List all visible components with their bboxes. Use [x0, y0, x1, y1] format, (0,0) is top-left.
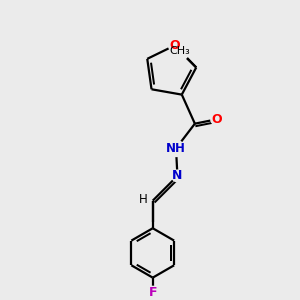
Text: CH₃: CH₃: [170, 46, 190, 56]
Text: F: F: [148, 286, 157, 299]
Text: O: O: [169, 39, 180, 52]
Circle shape: [168, 140, 184, 157]
Circle shape: [211, 113, 223, 125]
Text: N: N: [172, 169, 183, 182]
Circle shape: [172, 170, 183, 182]
Circle shape: [169, 39, 181, 52]
Circle shape: [172, 43, 189, 60]
Text: NH: NH: [166, 142, 186, 155]
Circle shape: [147, 286, 159, 298]
Circle shape: [138, 194, 149, 204]
Text: O: O: [211, 113, 222, 126]
Text: H: H: [139, 193, 148, 206]
